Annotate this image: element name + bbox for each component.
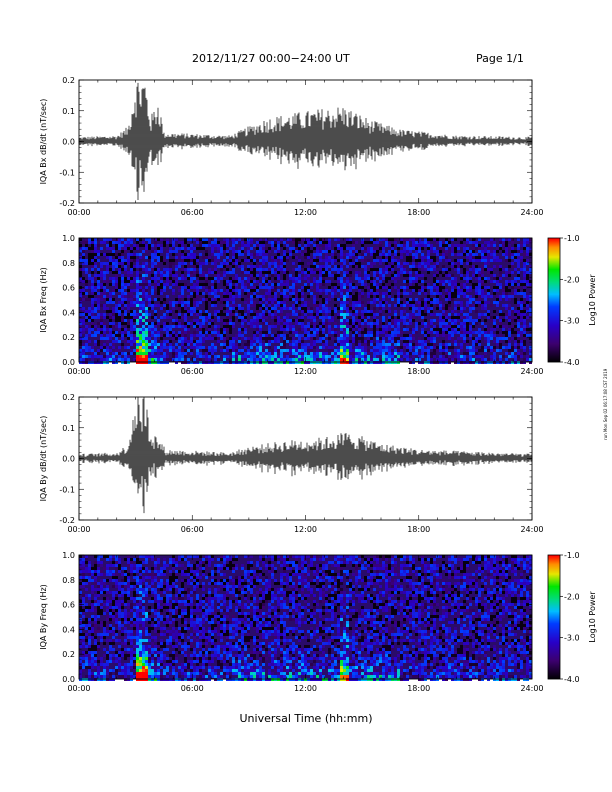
x-tick-label: 12:00	[294, 525, 317, 534]
x-tick-label: 06:00	[181, 208, 204, 217]
y-tick-label: -0.2	[59, 516, 75, 525]
x-tick-label: 18:00	[407, 684, 430, 693]
panel-1: 00:00 06:00 12:00 18:00 24:00 -0.2 -0.1 0.0 0.1 0…	[39, 76, 544, 217]
panel-2: -4.0 -3.0 -2.0 -1.0 Log10 Power 00:00 06:00 12:…	[39, 234, 597, 376]
panel-3: 00:00 06:00 12:00 18:00 24:00 -0.2 -0.1 0.0 0.1 0…	[39, 393, 544, 534]
y-axis-label: IQA By dB/dt (nT/sec)	[39, 416, 48, 502]
x-tick-label: 24:00	[520, 684, 543, 693]
waveform-path	[78, 397, 533, 514]
waveform-trace	[78, 397, 533, 514]
colorbar-4: -4.0 -3.0 -2.0 -1.0 Log10 Power	[547, 551, 597, 684]
x-tick-label: 24:00	[520, 367, 543, 376]
x-tick-label: 18:00	[407, 208, 430, 217]
x-tick-label: 12:00	[294, 208, 317, 217]
y-tick-label: 0.1	[62, 424, 75, 433]
y-tick-label: 0.8	[62, 576, 75, 585]
colorbar-label: Log10 Power	[588, 274, 597, 326]
colorbar-tick-label: -4.0	[564, 358, 580, 367]
x-tick-label: 06:00	[181, 525, 204, 534]
y-tick-label: 1.0	[62, 551, 75, 560]
x-tick-label: 06:00	[181, 684, 204, 693]
y-tick-label: -0.1	[59, 485, 75, 494]
run-timestamp-text: run Mon Sep 02 06:17:08 CST 2019	[603, 368, 608, 440]
colorbar-tick-label: -3.0	[564, 634, 580, 643]
page-number: Page 1/1	[476, 52, 524, 65]
colorbar-frame	[547, 554, 561, 680]
y-axis-label: IQA Bx Freq (Hz)	[39, 267, 48, 333]
x-tick-label: 00:00	[67, 367, 90, 376]
colorbar-frame	[547, 237, 561, 363]
colorbar-tick-label: -4.0	[564, 675, 580, 684]
y-tick-label: 0.2	[62, 333, 75, 342]
y-tick-label: 0.6	[62, 284, 75, 293]
colorbar-tick-label: -3.0	[564, 317, 580, 326]
waveform-trace	[78, 82, 533, 200]
panel-4: -4.0 -3.0 -2.0 -1.0 Log10 Power 00:00 06:00 12:…	[39, 551, 597, 693]
y-tick-label: 0.4	[62, 308, 75, 317]
colorbar-tick-label: -2.0	[564, 592, 580, 601]
colorbar-label: Log10 Power	[588, 591, 597, 643]
y-tick-label: 0.0	[62, 358, 75, 367]
y-axis-label: IQA By Freq (Hz)	[39, 584, 48, 650]
y-tick-label: 0.0	[62, 455, 75, 464]
x-tick-label: 12:00	[294, 684, 317, 693]
x-tick-label: 24:00	[520, 525, 543, 534]
colorbar-2: -4.0 -3.0 -2.0 -1.0 Log10 Power	[547, 234, 597, 367]
y-tick-label: 0.6	[62, 601, 75, 610]
x-tick-label: 00:00	[67, 208, 90, 217]
y-tick-label: 0.0	[62, 675, 75, 684]
y-tick-label: 0.2	[62, 76, 75, 85]
waveform-path	[78, 82, 533, 200]
x-tick-label: 24:00	[520, 208, 543, 217]
x-tick-label: 00:00	[67, 525, 90, 534]
y-tick-label: 0.2	[62, 650, 75, 659]
x-tick-label: 18:00	[407, 525, 430, 534]
x-tick-label: 12:00	[294, 367, 317, 376]
run-timestamp-note: run Mon Sep 02 06:17:08 CST 2019	[600, 350, 610, 440]
y-tick-label: 0.8	[62, 259, 75, 268]
y-tick-label: 0.1	[62, 107, 75, 116]
page-title: 2012/11/27 00:00−24:00 UT	[192, 52, 350, 65]
x-tick-label: 00:00	[67, 684, 90, 693]
colorbar-tick-label: -1.0	[564, 234, 580, 243]
y-tick-label: 0.4	[62, 625, 75, 634]
x-axis-title: Universal Time (hh:mm)	[239, 712, 373, 725]
colorbar-tick-label: -2.0	[564, 275, 580, 284]
y-axis-label: IQA Bx dB/dt (nT/sec)	[39, 99, 48, 185]
y-tick-label: 1.0	[62, 234, 75, 243]
y-tick-label: 0.2	[62, 393, 75, 402]
colorbar-tick-label: -1.0	[564, 551, 580, 560]
x-tick-label: 18:00	[407, 367, 430, 376]
x-tick-label: 06:00	[181, 367, 204, 376]
y-tick-label: -0.1	[59, 168, 75, 177]
heatmap-cells	[79, 238, 532, 364]
y-tick-label: -0.2	[59, 199, 75, 208]
y-tick-label: 0.0	[62, 138, 75, 147]
